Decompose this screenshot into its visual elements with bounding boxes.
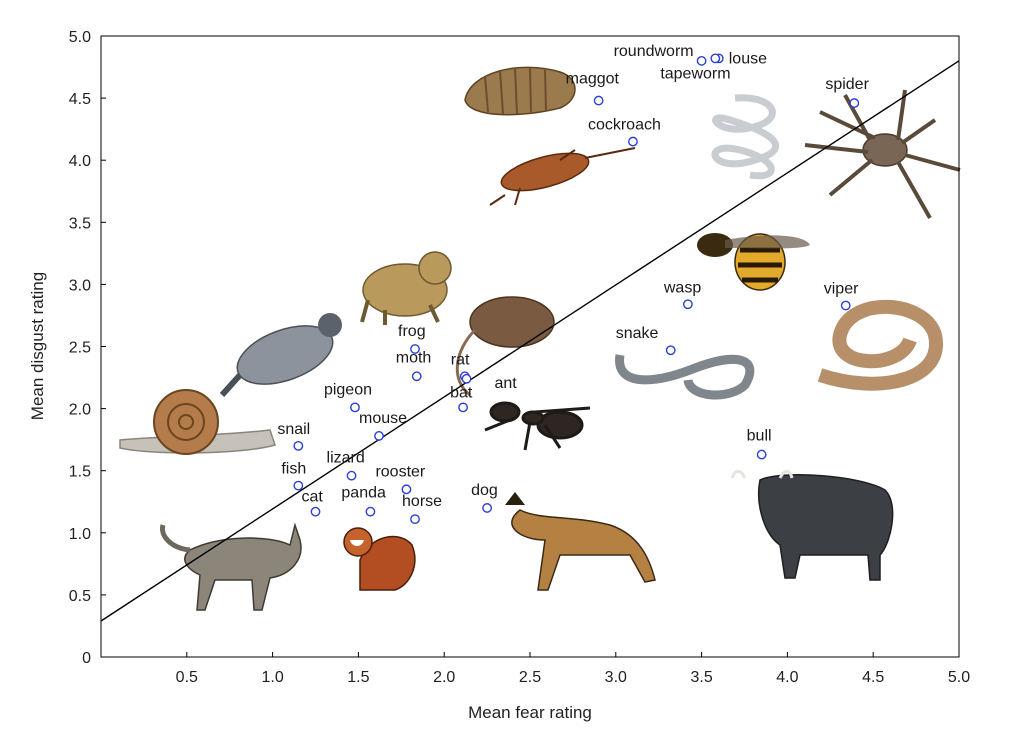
x-axis-title: Mean fear rating	[468, 703, 592, 722]
y-tick-label: 1.0	[69, 526, 91, 543]
point-label-snail: snail	[277, 421, 310, 438]
y-tick-label: 0.5	[69, 588, 91, 605]
rat-illustration	[455, 296, 555, 397]
snake-illustration	[615, 354, 755, 400]
point-label-maggot: maggot	[566, 71, 620, 88]
point-label-lizard: lizard	[327, 450, 365, 467]
data-point-moth	[411, 371, 422, 382]
point-label-bull: bull	[747, 428, 772, 445]
snail-illustration	[119, 389, 276, 455]
point-label-moth: moth	[396, 349, 432, 366]
x-tick-label: 4.5	[862, 669, 884, 686]
data-point-horse	[410, 514, 420, 525]
data-point-mouse	[374, 431, 384, 441]
wasp-illustration	[697, 233, 810, 291]
point-label-frog: frog	[398, 323, 426, 340]
x-tick-label: 1.0	[261, 669, 283, 686]
data-point-pigeon	[350, 402, 360, 413]
data-point-frog	[410, 344, 420, 354]
x-axis: 0.5 1.0 1.5 2.0 2.5 3.0 3.5 4.0 4.5 5.0	[176, 652, 970, 686]
data-point-bat	[458, 402, 468, 413]
data-point-rooster	[401, 484, 412, 495]
cockroach-illustration	[489, 147, 636, 206]
x-tick-label: 3.5	[690, 669, 712, 686]
y-tick-label: 5.0	[69, 29, 91, 46]
point-label-louse: louse	[729, 50, 767, 67]
y-tick-label: 2.5	[69, 340, 91, 357]
data-point-roundworm	[696, 55, 707, 66]
y-tick-label: 3.0	[69, 277, 91, 294]
data-point-fish	[293, 480, 304, 491]
spider-illustration	[804, 89, 961, 219]
maggot-illustration	[464, 66, 576, 116]
data-point-wasp	[682, 299, 693, 310]
bull-illustration	[730, 469, 894, 581]
point-label-spider: spider	[825, 76, 869, 93]
x-tick-label: 1.5	[347, 669, 369, 686]
x-tick-label: 2.5	[519, 669, 541, 686]
point-label-cockroach: cockroach	[588, 117, 661, 134]
point-label-rat: rat	[451, 351, 470, 368]
data-point-viper	[840, 300, 851, 311]
data-point-dog	[482, 503, 492, 513]
x-tick-label: 2.0	[433, 669, 455, 686]
data-point-bull	[756, 449, 767, 460]
pigeon-illustration	[219, 313, 342, 398]
y-tick-label: 3.5	[69, 215, 91, 232]
point-label-viper: viper	[824, 281, 859, 298]
y-tick-label: 4.0	[69, 153, 91, 170]
point-label-wasp: wasp	[663, 279, 701, 296]
data-point-snake	[665, 345, 676, 356]
y-axis-title: Mean disgust rating	[28, 272, 47, 420]
y-tick-label: 4.5	[69, 91, 91, 108]
y-tick-label: 2.0	[69, 402, 91, 419]
y-tick-label: 0	[82, 650, 91, 667]
x-tick-label: 4.0	[776, 669, 798, 686]
panda-illustration	[343, 527, 416, 591]
x-tick-label: 5.0	[948, 669, 970, 686]
data-point-maggot	[593, 95, 604, 106]
data-point-snail	[293, 440, 304, 451]
ant-illustration	[484, 401, 591, 451]
point-label-cat: cat	[302, 489, 324, 506]
point-label-pigeon: pigeon	[324, 381, 372, 398]
frog-illustration	[360, 251, 452, 325]
viper-illustration	[817, 299, 943, 391]
point-label-horse: horse	[402, 493, 442, 510]
point-label-ant: ant	[495, 375, 518, 392]
data-point-ant	[461, 373, 472, 384]
data-point-cockroach	[628, 136, 638, 147]
data-point-tapeworm	[710, 53, 721, 64]
point-label-snake: snake	[616, 325, 659, 342]
reference-line	[101, 60, 959, 622]
y-axis: 0 0.5 1.0 1.5 2.0 2.5 3.0 3.5 4.0 4.5 5.0	[69, 29, 106, 667]
data-point-panda	[365, 506, 376, 517]
point-label-bat: bat	[450, 384, 473, 401]
point-label-tapeworm: tapeworm	[660, 65, 730, 82]
data-point-spider	[849, 98, 860, 108]
point-label-dog: dog	[471, 482, 498, 499]
point-label-fish: fish	[281, 461, 306, 478]
cat-illustration	[160, 522, 302, 611]
y-tick-label: 1.5	[69, 464, 91, 481]
data-point-lizard	[346, 470, 357, 481]
point-label-rooster: rooster	[375, 463, 425, 480]
point-label-mouse: mouse	[359, 410, 407, 427]
point-label-roundworm: roundworm	[614, 43, 694, 60]
tapeworm-illustration	[711, 94, 780, 180]
animal-illustrations	[119, 66, 961, 611]
data-point-cat	[310, 506, 321, 517]
dog-illustration	[505, 492, 656, 591]
point-label-panda: panda	[341, 485, 386, 502]
x-tick-label: 3.0	[605, 669, 627, 686]
x-tick-label: 0.5	[176, 669, 198, 686]
